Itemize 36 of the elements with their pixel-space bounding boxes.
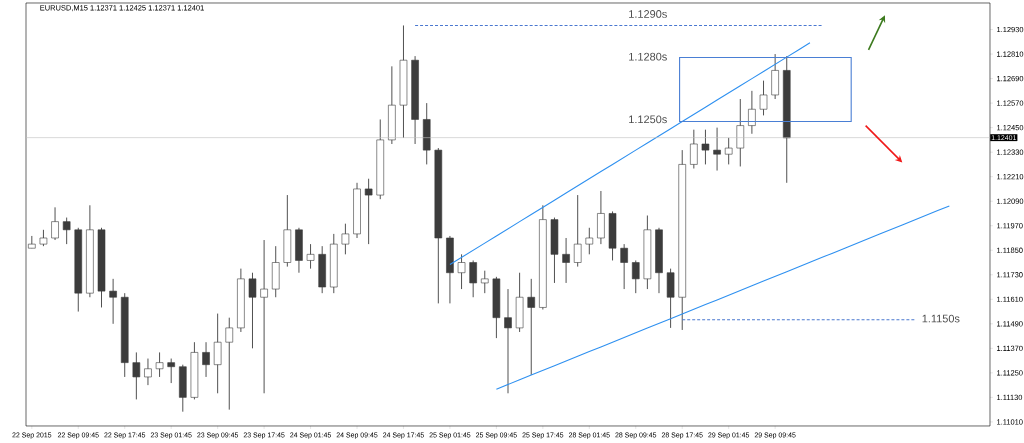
candlestick: [51, 206, 59, 241]
candlestick: [480, 270, 489, 294]
candlestick: [155, 351, 164, 378]
candlestick: [504, 288, 512, 394]
candlestick: [562, 237, 570, 284]
candlestick: [248, 272, 257, 349]
candlestick: [260, 239, 268, 394]
annotation: 1.1250s: [629, 115, 667, 124]
candlestick: [457, 253, 466, 290]
annotation: 1.1150s: [922, 314, 960, 323]
annotation: 1.1290s: [629, 10, 667, 18]
candlestick: [132, 351, 141, 400]
candlestick: [225, 317, 234, 411]
candlestick: [62, 217, 71, 245]
candlestick: [631, 260, 640, 294]
candlestick: [306, 243, 315, 270]
candlestick: [144, 358, 152, 386]
candlestick: [202, 341, 210, 378]
candlestick: [748, 90, 756, 135]
candlestick: [713, 127, 721, 171]
candlestick: [364, 178, 373, 245]
annotation: 1.1280s: [629, 52, 667, 61]
candlestick: [736, 98, 745, 167]
candlestick: [527, 278, 536, 376]
candlestick: [109, 278, 117, 325]
candlestick: [167, 358, 175, 384]
candlestick: [573, 194, 582, 268]
candlestick: [213, 313, 222, 394]
candlestick: [469, 260, 477, 298]
candlestick: [620, 243, 628, 290]
candlestick: [724, 137, 733, 165]
candlestick: [341, 223, 350, 255]
candlestick: [690, 129, 698, 169]
candlestick: [759, 80, 768, 116]
candlestick: [585, 227, 594, 255]
candlestick: [701, 129, 710, 165]
